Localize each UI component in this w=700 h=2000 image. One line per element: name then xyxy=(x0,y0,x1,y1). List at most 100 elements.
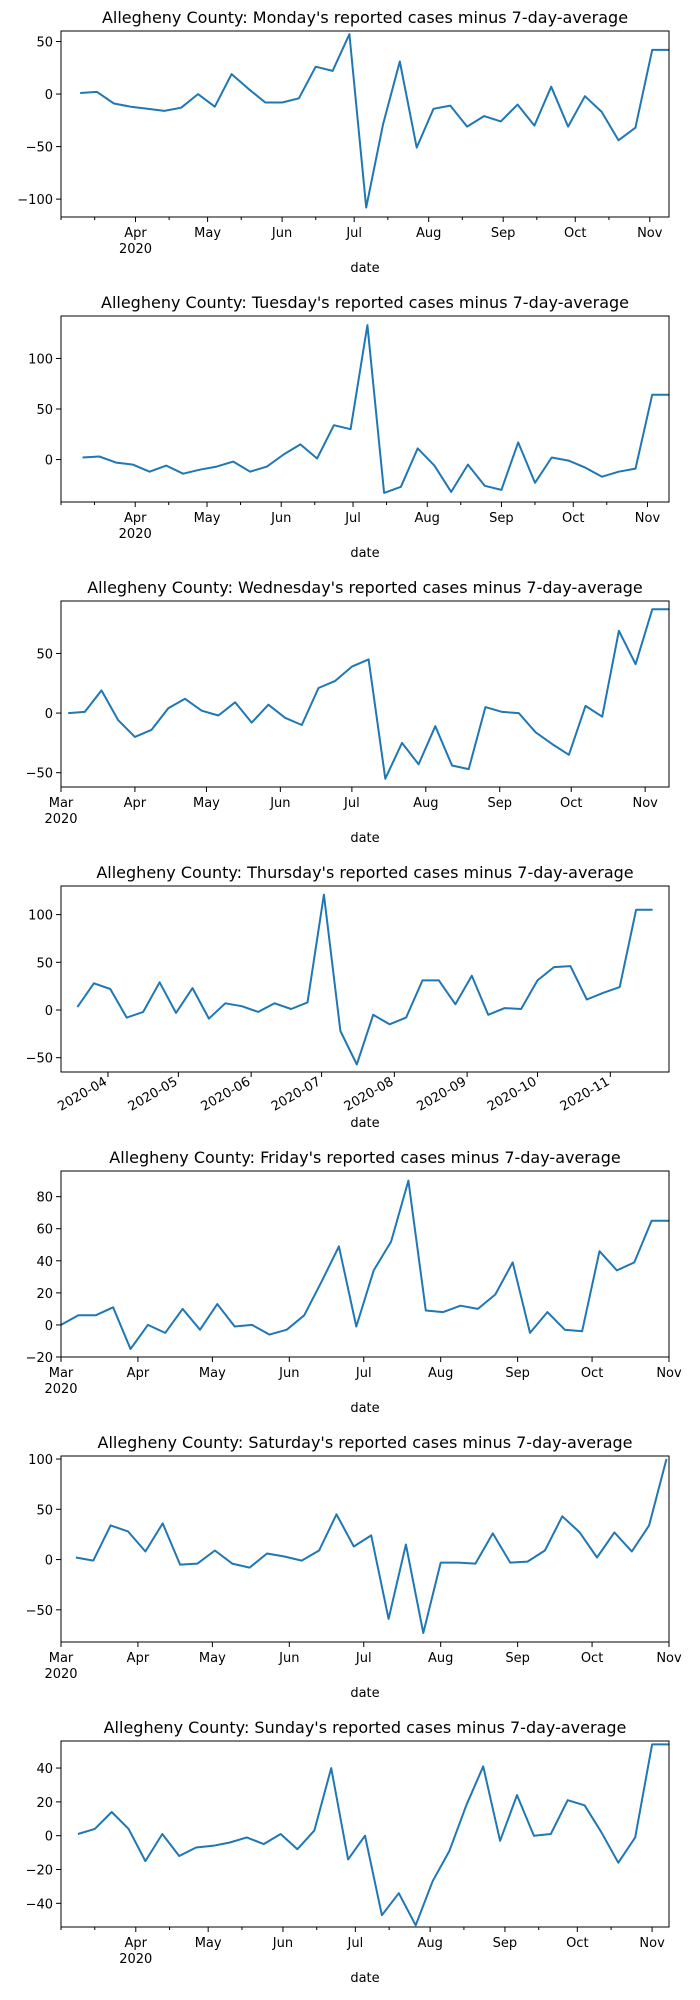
y-tick-label: 0 xyxy=(45,454,53,469)
x-axis-label: date xyxy=(350,1686,379,1701)
x-tick-label: Nov xyxy=(637,226,663,241)
x-tick-label: Nov xyxy=(656,1651,682,1666)
x-tick-sublabel: 2020 xyxy=(119,242,152,257)
x-tick-label: Jun xyxy=(270,511,291,526)
x-tick-label: Apr xyxy=(124,796,147,811)
x-tick-label: Jun xyxy=(272,1936,293,1951)
x-tick-label: Aug xyxy=(416,226,441,241)
x-tick-label: Oct xyxy=(581,1366,603,1381)
x-tick-label: Jul xyxy=(345,226,362,241)
y-tick-label: −50 xyxy=(26,1052,53,1067)
chart-title: Allegheny County: Sunday's reported case… xyxy=(104,1718,627,1737)
x-tick-label: Sep xyxy=(487,796,512,811)
x-axis-label: date xyxy=(350,1116,379,1131)
x-tick-label: 2020-09 xyxy=(415,1074,470,1114)
x-tick-label: Apr xyxy=(127,1366,150,1381)
y-tick-label: 0 xyxy=(45,1554,53,1569)
y-tick-label: 100 xyxy=(28,352,53,367)
y-tick-label: 0 xyxy=(45,707,53,722)
y-tick-label: −50 xyxy=(26,1604,53,1619)
x-axis-label: date xyxy=(350,831,379,846)
series-line xyxy=(80,33,669,209)
chart-title: Allegheny County: Tuesday's reported cas… xyxy=(101,293,629,312)
y-tick-label: 20 xyxy=(36,1287,53,1302)
x-tick-label: Oct xyxy=(564,226,586,241)
axes-frame xyxy=(60,1740,670,1928)
series-line xyxy=(82,324,669,494)
chart-panel: Allegheny County: Saturday's reported ca… xyxy=(26,1433,682,1701)
y-tick-label: 20 xyxy=(36,1796,53,1811)
y-tick-label: 60 xyxy=(36,1223,53,1238)
x-tick-label: May xyxy=(194,226,221,241)
x-tick-label: Nov xyxy=(656,1366,682,1381)
x-tick-sublabel: 2020 xyxy=(44,812,77,827)
y-tick-label: 0 xyxy=(45,1319,53,1334)
x-tick-label: Apr xyxy=(125,1936,148,1951)
x-tick-label: Oct xyxy=(566,1936,588,1951)
axes-frame xyxy=(60,885,670,1073)
y-tick-label: 50 xyxy=(36,956,53,971)
x-tick-label: May xyxy=(199,1651,226,1666)
y-tick-label: −100 xyxy=(17,193,53,208)
x-tick-label: May xyxy=(199,1366,226,1381)
x-tick-sublabel: 2020 xyxy=(119,527,152,542)
x-tick-sublabel: 2020 xyxy=(119,1952,152,1967)
series-line xyxy=(60,1179,669,1350)
x-tick-label: Sep xyxy=(489,511,514,526)
series-line xyxy=(75,1458,668,1634)
x-tick-label: 2020-05 xyxy=(126,1074,181,1114)
y-tick-label: 0 xyxy=(45,1830,53,1845)
x-tick-label: Jun xyxy=(269,796,290,811)
x-tick-label: Jul xyxy=(355,1651,372,1666)
x-tick-label: Nov xyxy=(635,511,661,526)
chart-panel: Allegheny County: Sunday's reported case… xyxy=(26,1718,670,1986)
x-tick-label: 2020-11 xyxy=(558,1074,613,1114)
chart-title: Allegheny County: Monday's reported case… xyxy=(102,8,628,27)
chart-panel: Allegheny County: Tuesday's reported cas… xyxy=(28,293,670,561)
y-tick-label: 40 xyxy=(36,1762,53,1777)
x-tick-label: Jun xyxy=(271,226,292,241)
x-axis-label: date xyxy=(350,1401,379,1416)
chart-panel: Allegheny County: Wednesday's reported c… xyxy=(26,578,670,846)
x-tick-label: Sep xyxy=(505,1366,530,1381)
x-tick-label: May xyxy=(195,1936,222,1951)
x-tick-label: Oct xyxy=(562,511,584,526)
x-tick-label: Oct xyxy=(581,1651,603,1666)
x-tick-label: Sep xyxy=(491,226,516,241)
x-tick-label: Jul xyxy=(355,1366,372,1381)
y-tick-label: −20 xyxy=(26,1864,53,1879)
x-tick-label: 2020-04 xyxy=(55,1074,110,1114)
x-tick-label: Aug xyxy=(428,1651,453,1666)
x-axis-label: date xyxy=(350,1971,379,1986)
chart-panel: Allegheny County: Thursday's reported ca… xyxy=(26,863,670,1131)
x-tick-label: Jul xyxy=(347,1936,364,1951)
x-tick-label: Sep xyxy=(505,1651,530,1666)
y-tick-label: 80 xyxy=(36,1191,53,1206)
y-tick-label: 100 xyxy=(28,909,53,924)
y-tick-label: 0 xyxy=(45,1004,53,1019)
x-tick-label: 2020-10 xyxy=(485,1074,540,1114)
y-tick-label: 50 xyxy=(36,647,53,662)
x-tick-label: Sep xyxy=(493,1936,518,1951)
x-tick-label: 2020-08 xyxy=(342,1074,397,1114)
x-tick-label: Nov xyxy=(632,796,658,811)
axes-frame xyxy=(60,30,670,218)
series-line xyxy=(68,608,669,780)
x-tick-label: 2020-06 xyxy=(199,1074,254,1114)
axes-frame xyxy=(60,1455,670,1643)
chart-panel: Allegheny County: Friday's reported case… xyxy=(26,1148,682,1416)
axes-frame xyxy=(60,1170,670,1358)
x-tick-sublabel: 2020 xyxy=(44,1667,77,1682)
x-tick-label: Jun xyxy=(278,1366,299,1381)
y-tick-label: −20 xyxy=(26,1351,53,1366)
x-tick-label: Aug xyxy=(413,796,438,811)
series-line xyxy=(77,1743,669,1927)
x-tick-label: Mar xyxy=(49,1651,74,1666)
x-axis-label: date xyxy=(350,546,379,561)
y-tick-label: 40 xyxy=(36,1255,53,1270)
y-tick-label: 100 xyxy=(28,1453,53,1468)
chart-panel: Allegheny County: Monday's reported case… xyxy=(17,8,670,276)
x-tick-label: Jul xyxy=(343,796,360,811)
